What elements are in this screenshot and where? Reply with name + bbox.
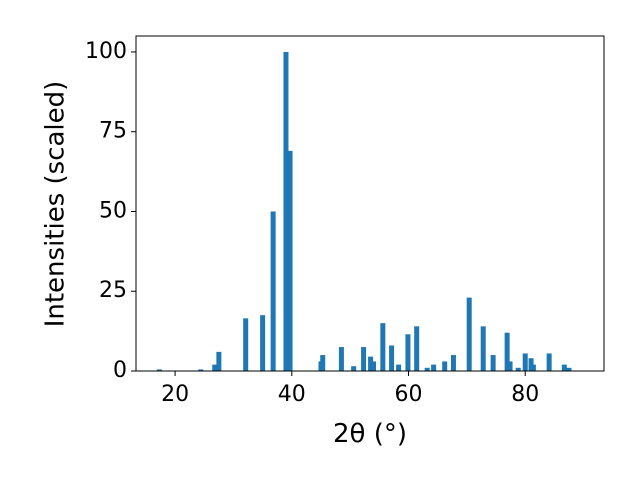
y-axis-label: Intensities (scaled) bbox=[41, 81, 71, 328]
bar bbox=[414, 326, 420, 371]
bar bbox=[424, 367, 430, 371]
bar bbox=[283, 51, 289, 371]
bar bbox=[260, 315, 266, 371]
bar bbox=[338, 347, 344, 371]
bar bbox=[270, 211, 276, 371]
bar bbox=[442, 361, 448, 371]
x-tick-label: 80 bbox=[511, 382, 539, 407]
bar bbox=[212, 364, 218, 371]
y-tick-label: 50 bbox=[99, 198, 127, 223]
x-tick-label: 40 bbox=[278, 382, 306, 407]
bar bbox=[320, 355, 326, 371]
bar bbox=[431, 364, 437, 371]
bar bbox=[480, 326, 486, 371]
bar bbox=[466, 297, 472, 371]
x-tick-label: 60 bbox=[395, 382, 423, 407]
bar bbox=[361, 347, 367, 371]
bar bbox=[156, 369, 162, 371]
y-tick-label: 0 bbox=[113, 358, 127, 383]
plot-frame bbox=[135, 35, 605, 372]
bar bbox=[198, 369, 204, 371]
bar bbox=[396, 364, 402, 371]
x-axis-label: 2θ (°) bbox=[333, 419, 407, 449]
bar bbox=[351, 366, 357, 371]
bar bbox=[522, 353, 528, 371]
y-tick-label: 25 bbox=[99, 278, 127, 303]
bar bbox=[216, 351, 222, 371]
bar bbox=[371, 361, 377, 371]
bar bbox=[287, 150, 293, 371]
bar bbox=[368, 356, 374, 371]
bar bbox=[389, 345, 395, 371]
bar bbox=[566, 367, 572, 371]
y-tick-label: 75 bbox=[99, 119, 127, 144]
bar bbox=[380, 323, 386, 371]
bar bbox=[546, 353, 552, 371]
bar bbox=[561, 364, 567, 371]
bar bbox=[507, 361, 513, 371]
bar bbox=[490, 355, 496, 371]
bar bbox=[504, 332, 510, 371]
y-tick-label: 100 bbox=[85, 39, 127, 64]
bar bbox=[243, 318, 249, 371]
plot-area bbox=[156, 51, 572, 371]
bar bbox=[405, 334, 411, 371]
bar bbox=[450, 355, 456, 371]
bar bbox=[530, 364, 536, 371]
x-tick-label: 20 bbox=[161, 382, 189, 407]
bar bbox=[515, 367, 521, 371]
